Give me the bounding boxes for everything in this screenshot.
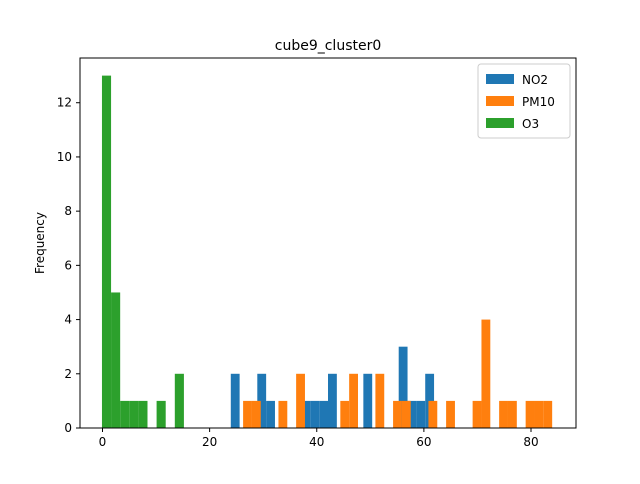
plot-frame [79,57,577,429]
pm10-bar-17 [543,400,553,428]
o3-bar-6 [174,373,184,428]
legend-swatch-no2 [486,74,514,84]
bars-layer [101,75,553,428]
o3-bar-3 [129,400,139,428]
o3-bar-4 [138,400,148,428]
y-tick-label: 0 [64,421,72,435]
x-tick-label: 80 [523,435,538,449]
y-tick-label: 8 [64,204,72,218]
pm10-bar-6 [375,373,385,428]
o3-bar-5 [156,400,166,428]
legend-swatch-o3 [486,118,514,128]
no2-bar-0 [230,373,240,428]
no2-bar-2 [266,400,275,428]
pm10-bar-14 [507,400,517,428]
y-tick-label: 2 [64,367,72,381]
no2-bar-5 [319,400,328,428]
pm10-bar-16 [534,400,544,428]
x-tick-label: 60 [416,435,431,449]
legend-swatch-pm10 [486,96,514,106]
no2-bar-9 [407,400,417,428]
pm10-bar-10 [446,400,455,428]
pm10-bar-11 [472,400,482,428]
no2-bar-8 [398,346,408,428]
no2-bar-1 [257,373,267,428]
o3-bar-0 [101,75,112,428]
o3-bar-1 [111,292,121,428]
legend-label-o3: O3 [522,117,539,131]
pm10-bar-7 [393,400,402,428]
pm10-bar-0 [243,400,252,428]
pm10-bar-5 [349,373,358,428]
pm10-bar-8 [401,400,411,428]
x-tick-label: 0 [99,435,107,449]
o3-bar-2 [120,400,130,428]
no2-bar-7 [363,373,373,428]
pm10-bar-1 [251,400,261,428]
y-tick-label: 6 [64,258,72,272]
y-tick-label: 12 [57,96,72,110]
no2-bar-6 [328,373,337,428]
x-tick-label: 40 [309,435,324,449]
chart-title: cube9_cluster0 [275,38,382,54]
pm10-bar-12 [481,319,491,428]
pm10-bar-2 [278,400,288,428]
y-axis-label: Frequency [33,212,47,274]
pm10-bar-15 [525,400,535,428]
x-axis: 0 20 40 60 80 [99,428,539,449]
legend-label-no2: NO2 [522,73,548,87]
y-tick-label: 10 [57,150,72,164]
pm10-bar-13 [499,400,508,428]
legend: NO2 PM10 O3 [477,63,571,139]
no2-bar-10 [416,400,426,428]
no2-bar-4 [310,400,320,428]
pm10-bar-9 [428,400,438,428]
pm10-bar-3 [296,373,305,428]
x-tick-label: 20 [202,435,217,449]
y-tick-label: 4 [64,313,72,327]
legend-label-pm10: PM10 [522,95,555,109]
no2-bar-3 [301,400,311,428]
y-axis: 0 2 4 6 8 10 12 [57,96,80,435]
pm10-bar-4 [340,400,350,428]
